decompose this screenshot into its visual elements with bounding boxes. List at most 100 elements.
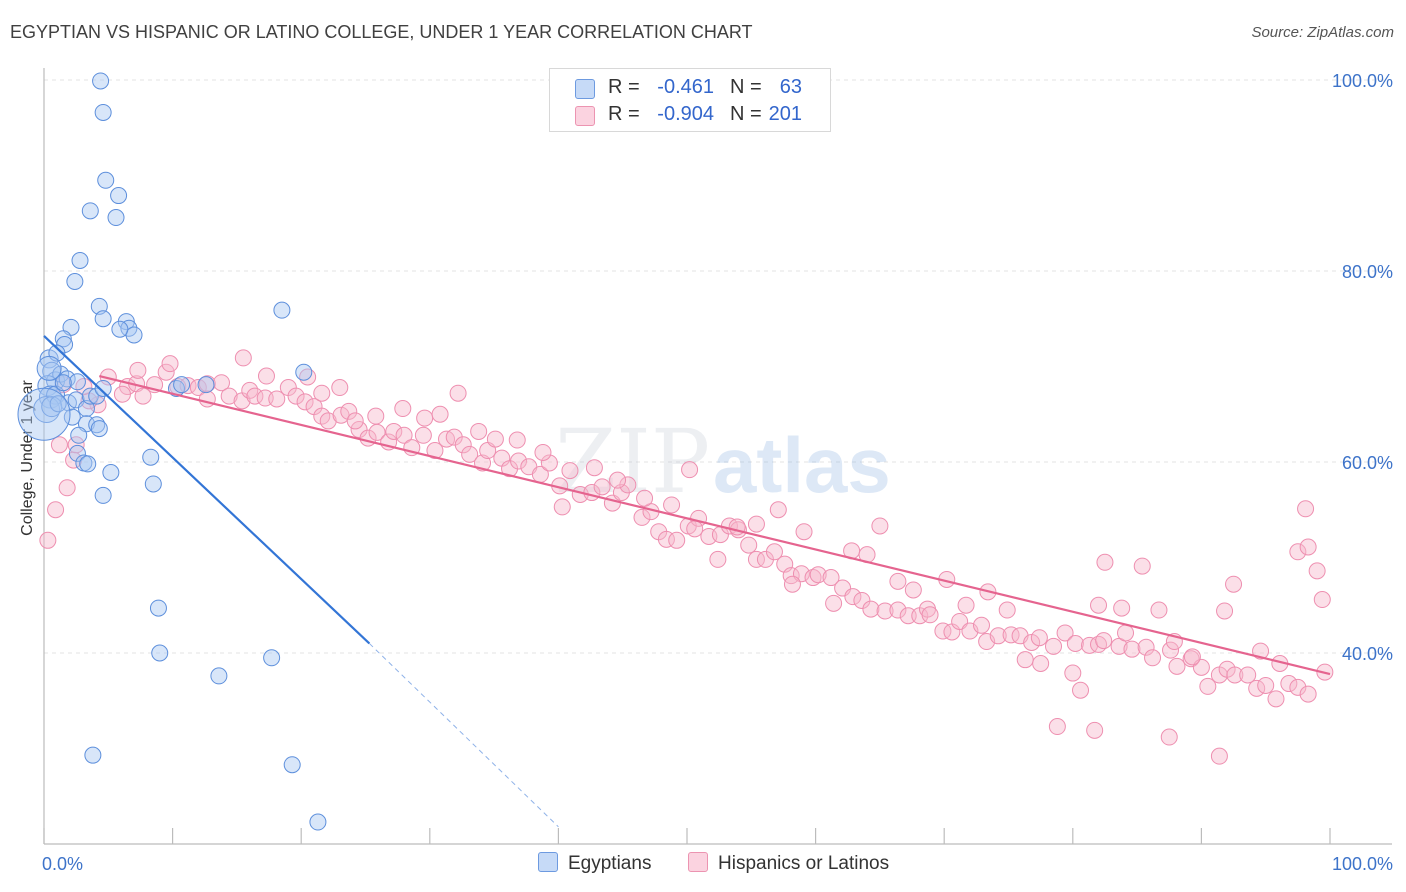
- hispanic-point: [769, 501, 787, 519]
- legend-n-label: N =: [730, 76, 762, 98]
- hispanic-point: [534, 443, 552, 461]
- hispanic-point: [1072, 681, 1090, 699]
- hispanic-point: [862, 600, 880, 618]
- hispanic-point: [593, 478, 611, 496]
- hispanic-point: [470, 422, 488, 440]
- hispanic-point: [747, 515, 765, 533]
- y-tick-label: 100.0%: [1332, 71, 1393, 91]
- hispanic-point: [747, 550, 765, 568]
- hispanic-point: [246, 387, 264, 405]
- hispanic-point: [129, 361, 147, 379]
- legend-swatch-egyptians: [538, 852, 558, 872]
- hispanic-point: [1045, 637, 1063, 655]
- y-tick-label: 80.0%: [1342, 262, 1393, 282]
- egyptian-point: [71, 251, 89, 269]
- hispanic-point: [1280, 675, 1298, 693]
- hispanic-point: [1150, 601, 1168, 619]
- stats-legend: R = -0.461 N = 63 R = -0.904 N = 201: [549, 68, 831, 132]
- hispanic-point: [853, 591, 871, 609]
- hispanic-point: [1297, 500, 1315, 518]
- hispanic-point: [367, 407, 385, 425]
- hispanic-point: [454, 436, 472, 454]
- hispanic-point: [50, 436, 68, 454]
- hispanic-point: [934, 622, 952, 640]
- hispanic-point: [989, 627, 1007, 645]
- hispanic-point: [113, 385, 131, 403]
- hispanic-point: [39, 531, 57, 549]
- hispanic-point: [585, 459, 603, 477]
- egyptian-point: [173, 376, 191, 394]
- egyptian-point: [94, 379, 112, 397]
- hispanic-point: [809, 566, 827, 584]
- egyptian-point: [33, 395, 61, 423]
- hispanic-point: [268, 390, 286, 408]
- legend-swatch-pink: [575, 106, 595, 126]
- egyptian-trend-line: [43, 335, 371, 645]
- hispanic-point: [1032, 655, 1050, 673]
- hispanic-point: [889, 572, 907, 590]
- hispanic-point: [876, 602, 894, 620]
- egyptian-point: [197, 376, 215, 394]
- hispanic-point: [804, 569, 822, 587]
- hispanic-point: [1239, 666, 1257, 684]
- egyptian-point: [94, 103, 112, 121]
- hispanic-point: [1183, 648, 1201, 666]
- egyptian-point: [81, 387, 99, 405]
- egyptian-point: [111, 320, 129, 338]
- chart-title: EGYPTIAN VS HISPANIC OR LATINO COLLEGE, …: [10, 22, 753, 42]
- hispanic-point: [510, 452, 528, 470]
- egyptian-point: [84, 746, 102, 764]
- egyptian-point: [90, 420, 108, 438]
- legend-r-label: R =: [608, 76, 640, 98]
- egyptian-point: [102, 464, 120, 482]
- hispanic-point: [58, 479, 76, 497]
- hispanic-point: [782, 567, 800, 585]
- hispanic-point: [957, 596, 975, 614]
- hispanic-point: [540, 454, 558, 472]
- hispanic-point: [663, 496, 681, 514]
- egyptian-point: [63, 408, 81, 426]
- egyptian-point: [142, 448, 160, 466]
- hispanic-point: [220, 387, 238, 405]
- hispanic-point: [1002, 626, 1020, 644]
- hispanic-point: [1168, 657, 1186, 675]
- hispanic-point: [1210, 747, 1228, 765]
- egyptian-point: [49, 395, 67, 413]
- hispanic-point: [1048, 718, 1066, 736]
- hispanic-point: [340, 402, 358, 420]
- legend-swatch-blue: [575, 79, 595, 99]
- egyptian-point: [70, 426, 88, 444]
- hispanic-point: [161, 355, 179, 373]
- hispanic-point: [740, 536, 758, 554]
- hispanic-point: [636, 489, 654, 507]
- hispanic-point: [1226, 666, 1244, 684]
- hispanic-point: [1267, 690, 1285, 708]
- hispanic-point: [1289, 678, 1307, 696]
- egyptian-point: [94, 486, 112, 504]
- egyptian-point: [144, 475, 162, 493]
- hispanic-point: [296, 393, 314, 411]
- egyptian-point: [79, 455, 97, 473]
- egyptian-point: [36, 355, 62, 381]
- y-tick-label: 40.0%: [1342, 644, 1393, 664]
- hispanic-point: [825, 594, 843, 612]
- egyptian-point: [68, 444, 86, 462]
- hispanic-point: [1160, 728, 1178, 746]
- legend-label-hispanics: Hispanics or Latinos: [718, 853, 890, 874]
- egyptian-point: [149, 599, 167, 617]
- legend-n-value: 201: [768, 103, 802, 125]
- axes: [43, 68, 1392, 845]
- egyptian-point: [210, 667, 228, 685]
- hispanic-point: [686, 520, 704, 538]
- egyptian-point: [81, 202, 99, 220]
- hispanic-point: [1086, 721, 1104, 739]
- legend-item-egyptians: Egyptians: [538, 852, 651, 875]
- x-tick-labels: 0.0% 100.0%: [42, 854, 1393, 874]
- watermark: ZIP atlas: [555, 410, 891, 513]
- hispanic-point: [668, 531, 686, 549]
- legend-r-value: -0.461: [657, 76, 714, 98]
- hispanic-point: [1123, 640, 1141, 658]
- hispanic-point: [1162, 641, 1180, 659]
- hispanic-point: [486, 430, 504, 448]
